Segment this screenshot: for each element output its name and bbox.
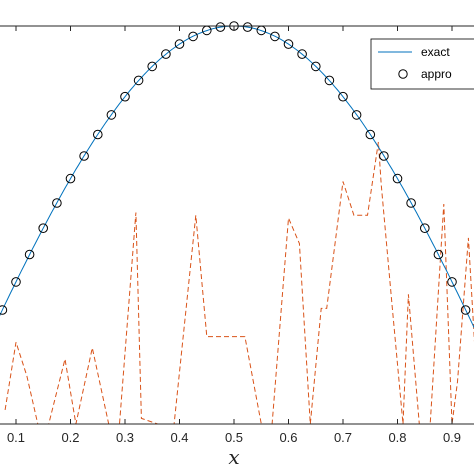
legend-label-exact: exact (421, 45, 450, 59)
appro-marker (447, 277, 457, 287)
legend-label-appro: appro (421, 67, 452, 81)
appro-marker (120, 91, 130, 102)
appro-marker (311, 61, 321, 72)
appro-marker (297, 49, 307, 59)
appro-marker (11, 277, 21, 287)
appro-marker (147, 61, 157, 72)
appro-marker (65, 173, 76, 184)
appro-marker (161, 49, 171, 59)
appro-marker (460, 305, 471, 315)
appro-marker (420, 223, 430, 233)
appro-marker (106, 110, 117, 120)
legend-appro-marker (398, 69, 408, 79)
appro-marker (0, 305, 8, 315)
appro-marker (351, 110, 362, 120)
appro-marker (338, 91, 348, 102)
appro-marker (215, 22, 226, 32)
appro-marker (52, 198, 62, 208)
x-tick-label: 0.1 (7, 430, 25, 445)
x-tick-label: 0.3 (116, 430, 134, 445)
appro-marker (79, 151, 89, 161)
x-tick-label: 0.4 (170, 430, 188, 445)
legend-box (370, 38, 474, 90)
x-tick-label: 0.7 (334, 430, 352, 445)
x-tick-label: 0.2 (61, 430, 79, 445)
appro-marker (433, 249, 444, 260)
appro-marker (24, 249, 35, 260)
appro-marker (392, 173, 403, 184)
appro-marker (188, 31, 198, 42)
x-axis-label: x (228, 445, 239, 469)
x-axis-ticks: 0.1 0.2 0.3 0.4 0.5 0.6 0.7 0.8 0.9 (7, 26, 461, 445)
appro-marker (270, 31, 280, 42)
x-tick-label: 0.9 (443, 430, 461, 445)
appro-marker (365, 129, 376, 140)
appro-marker (174, 39, 185, 49)
x-tick-label: 0.5 (225, 430, 243, 445)
appro-marker (38, 223, 49, 233)
error-series-line (4, 141, 474, 425)
appro-marker (93, 129, 103, 140)
appro-marker (324, 75, 335, 86)
appro-marker (242, 22, 253, 32)
appro-marker (406, 198, 416, 208)
appro-marker (133, 75, 144, 86)
x-tick-label: 0.6 (279, 430, 297, 445)
appro-marker (379, 151, 389, 161)
x-tick-label: 0.8 (388, 430, 406, 445)
appro-marker (283, 39, 294, 49)
legend: exact appro (370, 38, 474, 90)
